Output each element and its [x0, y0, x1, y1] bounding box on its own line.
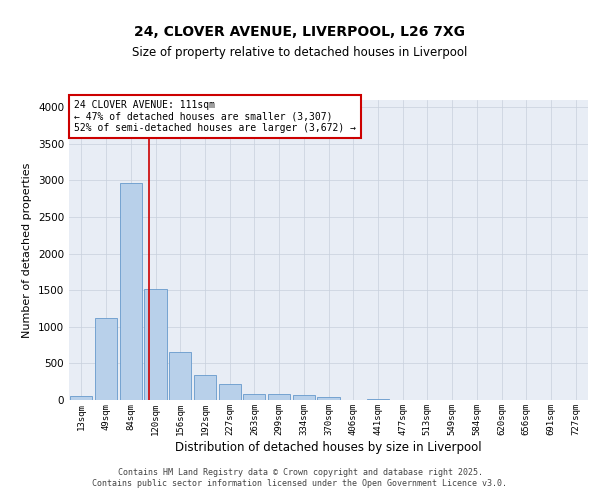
Text: Contains HM Land Registry data © Crown copyright and database right 2025.
Contai: Contains HM Land Registry data © Crown c… — [92, 468, 508, 487]
Bar — [218, 384, 241, 400]
Bar — [317, 398, 340, 400]
Bar — [268, 394, 290, 400]
Bar — [95, 318, 117, 400]
Text: 24, CLOVER AVENUE, LIVERPOOL, L26 7XG: 24, CLOVER AVENUE, LIVERPOOL, L26 7XG — [134, 26, 466, 40]
Text: 24 CLOVER AVENUE: 111sqm
← 47% of detached houses are smaller (3,307)
52% of sem: 24 CLOVER AVENUE: 111sqm ← 47% of detach… — [74, 100, 356, 133]
Bar — [243, 394, 265, 400]
Bar — [70, 396, 92, 400]
Text: Size of property relative to detached houses in Liverpool: Size of property relative to detached ho… — [133, 46, 467, 59]
Bar — [293, 395, 315, 400]
X-axis label: Distribution of detached houses by size in Liverpool: Distribution of detached houses by size … — [175, 440, 482, 454]
Bar — [119, 182, 142, 400]
Bar — [194, 375, 216, 400]
Y-axis label: Number of detached properties: Number of detached properties — [22, 162, 32, 338]
Bar — [145, 289, 167, 400]
Bar — [169, 352, 191, 400]
Bar — [367, 398, 389, 400]
